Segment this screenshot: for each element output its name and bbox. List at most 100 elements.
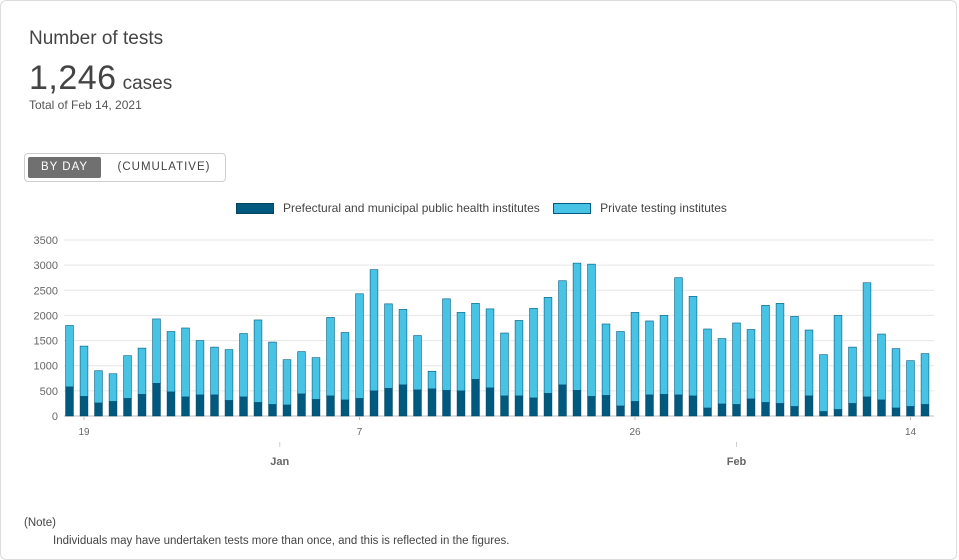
bar-private[interactable] [848,346,857,404]
bar-public[interactable] [297,393,306,417]
bar-private[interactable] [413,335,422,391]
bar-public[interactable] [790,406,799,417]
bar-public[interactable] [514,395,524,417]
bar-public[interactable] [558,384,567,417]
bar-public[interactable] [500,395,509,417]
bar-public[interactable] [108,401,118,417]
bar-public[interactable] [152,383,161,417]
bar-public[interactable] [65,386,74,417]
bar-public[interactable] [471,378,480,417]
bar-private[interactable] [543,297,553,394]
bar-private[interactable] [804,329,814,397]
bar-private[interactable] [108,373,118,402]
bar-public[interactable] [906,406,915,417]
bar-public[interactable] [543,393,553,417]
bar-public[interactable] [674,394,683,417]
bar-public[interactable] [210,394,219,417]
bar-public[interactable] [384,388,393,417]
bar-public[interactable] [761,402,770,417]
bar-private[interactable] [645,320,654,396]
bar-private[interactable] [485,308,495,389]
bar-private[interactable] [65,325,74,388]
bar-public[interactable] [224,400,234,417]
bar-private[interactable] [340,332,350,401]
bar-private[interactable] [674,277,683,396]
bar-public[interactable] [572,390,582,417]
bar-public[interactable] [181,396,190,417]
bar-public[interactable] [94,402,103,417]
bar-public[interactable] [920,404,930,417]
bar-private[interactable] [94,370,103,404]
bar-public[interactable] [340,399,350,417]
bar-public[interactable] [282,404,292,417]
bar-private[interactable] [326,317,335,397]
bar-private[interactable] [920,353,930,405]
bar-private[interactable] [558,280,567,386]
bar-private[interactable] [311,357,321,400]
bar-public[interactable] [587,396,596,417]
bar-public[interactable] [688,395,698,417]
bar-private[interactable] [79,345,89,397]
bar-public[interactable] [79,396,89,417]
bar-private[interactable] [717,338,727,405]
bar-private[interactable] [297,351,306,395]
bar-private[interactable] [833,315,843,410]
bar-public[interactable] [195,394,205,417]
bar-public[interactable] [456,390,466,417]
bar-private[interactable] [630,312,640,402]
legend-item-private[interactable]: Private testing institutes [553,201,727,215]
bar-private[interactable] [427,370,437,390]
bar-private[interactable] [123,355,132,399]
cumulative-button[interactable]: (CUMULATIVE) [117,161,211,173]
bar-public[interactable] [137,394,147,417]
bar-private[interactable] [659,315,669,395]
bar-private[interactable] [195,340,205,396]
bar-public[interactable] [326,395,335,417]
bar-private[interactable] [384,303,393,389]
bar-private[interactable] [819,354,828,412]
bar-private[interactable] [587,263,596,397]
bar-public[interactable] [268,404,277,417]
bar-public[interactable] [645,394,654,417]
bar-public[interactable] [355,398,364,417]
bar-private[interactable] [268,341,277,405]
bar-public[interactable] [804,395,814,417]
bar-public[interactable] [442,390,451,417]
bar-private[interactable] [224,349,234,401]
bar-public[interactable] [630,401,640,417]
bar-public[interactable] [485,387,495,417]
bar-private[interactable] [616,331,625,407]
legend-item-public[interactable]: Prefectural and municipal public health … [236,201,540,215]
bar-private[interactable] [456,312,466,392]
bar-public[interactable] [746,398,756,417]
bar-private[interactable] [761,305,770,403]
bar-private[interactable] [181,327,190,398]
bar-private[interactable] [572,262,582,391]
bar-public[interactable] [862,396,872,417]
bar-private[interactable] [891,348,901,409]
bar-public[interactable] [659,394,669,417]
bar-private[interactable] [688,296,698,397]
bar-private[interactable] [906,360,915,407]
bar-private[interactable] [732,322,741,405]
bar-private[interactable] [239,333,248,398]
bar-public[interactable] [239,396,248,417]
bar-public[interactable] [819,411,828,417]
bar-private[interactable] [514,320,524,397]
bar-public[interactable] [398,384,408,417]
bar-private[interactable] [703,328,712,409]
bar-private[interactable] [253,319,263,403]
bar-private[interactable] [442,298,451,391]
bar-public[interactable] [369,390,379,417]
bar-public[interactable] [529,397,538,417]
bar-private[interactable] [877,333,886,401]
bar-public[interactable] [123,398,132,417]
bar-private[interactable] [790,316,799,407]
bar-private[interactable] [137,347,147,395]
bar-private[interactable] [210,346,219,396]
bar-private[interactable] [775,303,785,404]
bar-public[interactable] [253,402,263,417]
bar-public[interactable] [848,403,857,417]
bar-public[interactable] [703,407,712,417]
bar-private[interactable] [471,303,480,380]
